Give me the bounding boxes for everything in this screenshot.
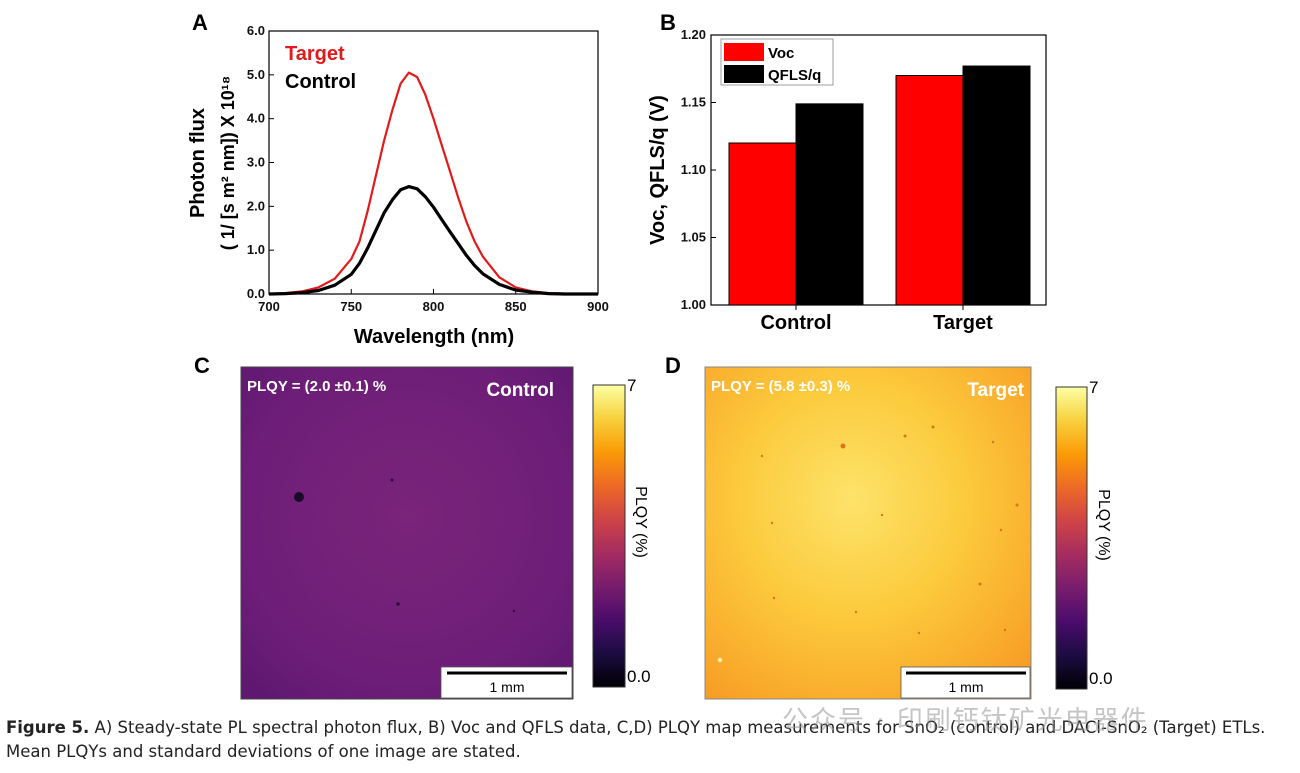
map-d-plqy-annotation: PLQY = (5.8 ±0.3) % <box>711 378 850 395</box>
chart-b-y-tick-label: 1.10 <box>681 162 706 177</box>
map-d-defect-spot <box>770 521 774 525</box>
panel-label-c: C <box>194 353 210 378</box>
legend-entry-qfls: QFLS/q <box>768 67 821 84</box>
chart-a-x-axis-title: Wavelength (nm) <box>354 326 514 348</box>
chart-a-x-tick-label: 800 <box>423 299 445 314</box>
map-c-colorbar-min: 0.0 <box>627 667 651 686</box>
chart-a-y-tick-label: 5.0 <box>247 67 265 82</box>
bar-voc-control <box>728 142 797 306</box>
chart-a-x-tick-label: 900 <box>587 299 609 314</box>
map-d-defect-spot <box>978 582 982 586</box>
map-c-scale-label: 1 mm <box>490 679 525 695</box>
chart-b-y-tick-label: 1.15 <box>681 95 706 110</box>
panel-label-a: A <box>192 10 208 35</box>
chart-a-y-tick-label: 0.0 <box>247 286 265 301</box>
watermark: 公众号 · 印刷钙钛矿光电器件 <box>782 706 1149 736</box>
map-d-defect-spot <box>880 513 884 517</box>
map-d-defect-spot <box>931 425 935 429</box>
chart-a-x-tick-label: 750 <box>340 299 362 314</box>
map-c-plqy-annotation: PLQY = (2.0 ±0.1) % <box>247 378 386 395</box>
map-d-corner-label: Target <box>967 380 1024 401</box>
chart-a-x-ticks: 700 750 800 850 900 <box>258 289 609 314</box>
map-c-colorbar <box>592 384 626 688</box>
map-d-defect-spot <box>903 434 907 438</box>
photon-flux-chart: 700 750 800 850 900 0.0 1.0 2.0 3.0 4.0 5.0 6.0 Wa… <box>187 23 609 348</box>
map-c-corner-label: Control <box>486 380 554 401</box>
series-line-control <box>268 185 598 296</box>
legend-entry-target: Target <box>285 43 345 65</box>
chart-b-legend: Voc QFLS/q <box>720 38 834 86</box>
map-d-defect-spot <box>854 610 858 614</box>
map-d-colorbar-min: 0.0 <box>1089 669 1113 688</box>
chart-a-y-tick-label: 3.0 <box>247 155 265 170</box>
map-d-defect-spot <box>991 440 995 444</box>
chart-a-x-tick-label: 850 <box>505 299 527 314</box>
plqy-map-target: PLQY = (5.8 ±0.3) % Target 1 mm 7 0.0 PL… <box>704 366 1113 700</box>
panel-label-d: D <box>665 353 681 378</box>
map-c-defect-spot <box>390 478 394 482</box>
panel-label-b: B <box>660 10 676 35</box>
map-d-scale-label: 1 mm <box>949 679 984 695</box>
map-c-colorbar-title: PLQY (%) <box>632 486 649 558</box>
chart-b-y-tick-label: 1.20 <box>681 27 706 42</box>
chart-b-categories: Control Target <box>760 305 993 334</box>
chart-a-y-tick-label: 6.0 <box>247 23 265 38</box>
figure-canvas: 700 750 800 850 900 0.0 1.0 2.0 3.0 4.0 5.0 6.0 Wa… <box>187 23 1113 700</box>
map-d-colorbar-title: PLQY (%) <box>1095 489 1112 561</box>
chart-a-y-tick-label: 4.0 <box>247 111 265 126</box>
map-c-defect-spot <box>396 602 400 606</box>
chart-b-y-tick-label: 1.00 <box>681 297 706 312</box>
caption-label: Figure 5. <box>6 718 90 737</box>
map-d-defect-spot <box>1003 628 1007 632</box>
legend-entry-control: Control <box>285 71 356 93</box>
map-c-image <box>240 366 574 700</box>
chart-b-y-ticks: 1.00 1.05 1.10 1.15 1.20 <box>681 27 716 312</box>
map-c-defect-spot <box>294 492 304 502</box>
chart-a-x-tick-label: 700 <box>258 299 280 314</box>
bar-qfls-q-control <box>795 103 864 306</box>
map-d-defect-spot <box>917 631 921 635</box>
map-c-defect-spot <box>512 609 516 613</box>
map-d-defect-spot <box>1015 503 1019 507</box>
map-c-colorbar-max: 7 <box>627 376 636 395</box>
chart-a-y-tick-label: 1.0 <box>247 242 265 257</box>
legend-entry-voc: Voc <box>768 45 794 62</box>
map-d-colorbar-max: 7 <box>1089 378 1098 397</box>
chart-b-category-label: Target <box>933 312 993 334</box>
bar-voc-target <box>895 75 964 306</box>
chart-b-y-tick-label: 1.05 <box>681 230 706 245</box>
voc-qfls-bar-chart: 1.00 1.05 1.10 1.15 1.20 Control Target Voc, … <box>647 27 1047 334</box>
caption-text: A) Steady-state PL spectral photon flux,… <box>6 718 1266 761</box>
map-d-defect-spot <box>772 596 776 600</box>
map-d-colorbar <box>1055 386 1088 690</box>
chart-a-y-tick-label: 2.0 <box>247 198 265 213</box>
legend-swatch-qfls <box>724 65 764 83</box>
map-d-defect-spots <box>717 425 1019 663</box>
legend-swatch-voc <box>724 43 764 61</box>
bar-qfls-q-target <box>962 65 1031 306</box>
map-d-image <box>704 366 1032 700</box>
figure-caption: Figure 5. A) Steady-state PL spectral ph… <box>6 716 1296 764</box>
map-d-defect-spot <box>760 454 764 458</box>
chart-a-series <box>268 71 598 296</box>
chart-b-category-label: Control <box>760 312 831 334</box>
chart-a-y-ticks: 0.0 1.0 2.0 3.0 4.0 5.0 6.0 <box>247 23 274 301</box>
plqy-map-control: PLQY = (2.0 ±0.1) % Control 1 mm 7 0.0 P… <box>240 366 651 700</box>
map-d-defect-spot <box>999 528 1003 532</box>
chart-a-y-axis-title-line1: Photon flux <box>187 108 209 218</box>
map-d-defect-spot <box>840 443 846 449</box>
map-d-defect-spot <box>717 657 723 663</box>
chart-b-bars <box>728 65 1031 306</box>
chart-b-y-axis-title: Voc, QFLS/q (V) <box>647 95 669 245</box>
chart-a-y-axis-title-line2: ( 1/ [s m² nm]) X 10¹⁸ <box>218 76 238 251</box>
series-line-target <box>268 71 598 296</box>
